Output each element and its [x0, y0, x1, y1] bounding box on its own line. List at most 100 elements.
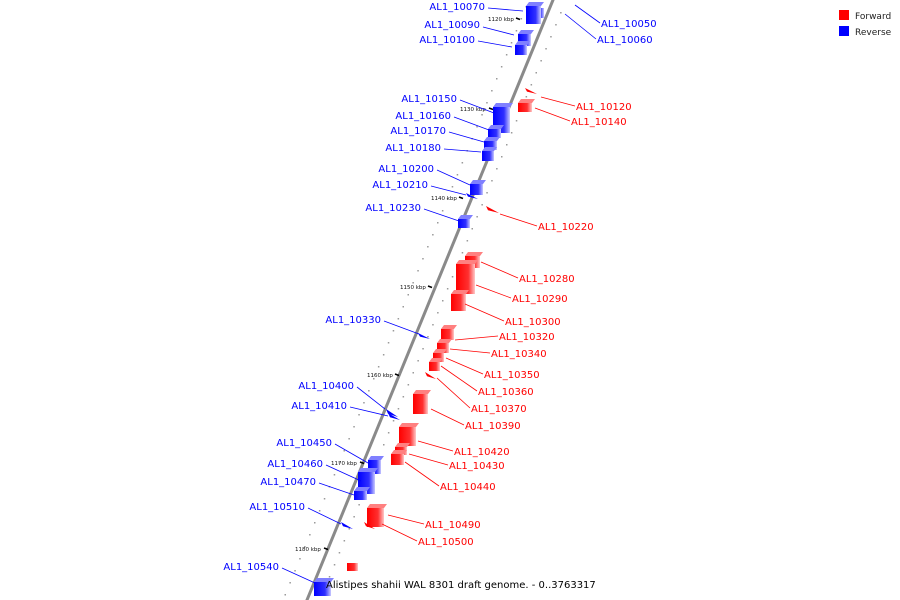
gene-al1-10470[interactable]: AL1_10470 — [260, 477, 370, 500]
gene-al1-10280[interactable]: AL1_10280 — [465, 252, 575, 285]
gene-al1-10350[interactable]: AL1_10350 — [433, 349, 540, 381]
gene-label[interactable]: AL1_10390 — [465, 421, 521, 432]
gene-leader-line — [325, 464, 362, 482]
gene-arrow — [486, 206, 499, 213]
gene-al1-10220[interactable]: AL1_10220 — [486, 206, 594, 233]
gene-label[interactable]: AL1_10370 — [471, 404, 527, 415]
gene-label[interactable]: AL1_10200 — [378, 164, 434, 175]
gene-top-face — [470, 180, 486, 184]
gene-top-face — [391, 450, 407, 454]
gene-arrow — [386, 409, 398, 417]
gene-al1-10360[interactable]: AL1_10360 — [429, 358, 534, 398]
gene-al1-10070[interactable]: AL1_10070 — [429, 2, 544, 24]
gene-top-face — [456, 260, 478, 264]
track-dot — [545, 48, 547, 50]
gene-label[interactable]: AL1_10280 — [519, 274, 575, 285]
gene-al1-10400[interactable]: AL1_10400 — [298, 381, 398, 417]
gene-label[interactable]: AL1_10360 — [478, 387, 534, 398]
gene-al1-10370[interactable]: AL1_10370 — [425, 372, 527, 415]
gene-al1-10050[interactable]: AL1_10050 — [534, 4, 657, 30]
gene-label[interactable]: AL1_10400 — [298, 381, 354, 392]
position-dots — [284, 6, 562, 596]
gene-label[interactable]: AL1_10470 — [260, 477, 316, 488]
gene-label[interactable]: AL1_10120 — [576, 102, 632, 113]
track-dot — [510, 132, 513, 134]
gene-al1-10420[interactable]: AL1_10420 — [399, 423, 510, 458]
gene-label[interactable]: AL1_10410 — [291, 401, 347, 412]
gene-label[interactable]: AL1_10500 — [418, 537, 474, 548]
gene-label[interactable]: AL1_10420 — [454, 447, 510, 458]
gene-al1-10300[interactable]: AL1_10300 — [451, 290, 561, 328]
gene-label[interactable]: AL1_10350 — [484, 370, 540, 381]
track-dot — [451, 276, 454, 278]
gene-label[interactable]: AL1_10540 — [223, 562, 279, 573]
gene-label[interactable]: AL1_10290 — [512, 294, 568, 305]
gene-al1-10410[interactable]: AL1_10410 — [291, 401, 400, 420]
gene-label[interactable]: AL1_10160 — [395, 111, 451, 122]
gene-label[interactable]: AL1_10170 — [390, 126, 446, 137]
gene-top-face — [441, 325, 457, 329]
gene-top-face — [358, 468, 378, 472]
gene-al1-10100[interactable]: AL1_10100 — [419, 35, 530, 55]
gene-al1-10290[interactable]: AL1_10290 — [456, 260, 568, 305]
gene-al1-10320[interactable]: AL1_10320 — [441, 325, 555, 343]
gene-label[interactable]: AL1_10210 — [372, 180, 428, 191]
gene-al1-10330[interactable]: AL1_10330 — [325, 315, 430, 339]
gene-al1-10200[interactable]: AL1_10200 — [378, 164, 486, 195]
track-dot — [432, 324, 434, 326]
gene-al1-10120[interactable]: AL1_10120 — [525, 88, 632, 113]
gene-label[interactable]: AL1_10340 — [491, 349, 547, 360]
gene-label[interactable]: AL1_10430 — [449, 461, 505, 472]
gene-al1-10150[interactable]: AL1_10150 — [401, 94, 513, 133]
gene-al1-10490[interactable]: AL1_10490 — [367, 504, 481, 531]
gene-al1-10440[interactable]: AL1_10440 — [391, 450, 496, 493]
gene-label[interactable]: AL1_10140 — [571, 117, 627, 128]
gene-label[interactable]: AL1_10090 — [424, 20, 480, 31]
gene-al1-10210[interactable]: AL1_10210 — [372, 180, 478, 199]
gene-al1-10500[interactable]: AL1_10500 — [364, 522, 474, 548]
gene-al1-10160[interactable]: AL1_10160 — [395, 111, 504, 138]
gene-al1-10390[interactable]: AL1_10390 — [413, 390, 521, 432]
gene-al1-10510[interactable]: AL1_10510 — [249, 502, 353, 529]
track-dot — [491, 180, 493, 182]
gene-leader-line — [436, 377, 471, 409]
track-dot — [515, 30, 518, 32]
gene-label[interactable]: AL1_10150 — [401, 94, 457, 105]
gene-label[interactable]: AL1_10230 — [365, 203, 421, 214]
gene-al1-10540[interactable]: AL1_10540 — [223, 562, 334, 596]
gene-label[interactable]: AL1_10060 — [597, 35, 653, 46]
gene-label[interactable]: AL1_10440 — [440, 482, 496, 493]
track-dot — [284, 594, 286, 596]
track-dot — [437, 222, 439, 224]
scale-tick-label: 1170 kbp — [331, 461, 357, 467]
gene-label[interactable]: AL1_10220 — [538, 222, 594, 233]
gene-top-face — [515, 41, 530, 45]
gene-al1-10230[interactable]: AL1_10230 — [365, 203, 473, 228]
gene-label[interactable]: AL1_10510 — [249, 502, 305, 513]
gene-al1-10170[interactable]: AL1_10170 — [390, 126, 500, 150]
track-dot — [446, 198, 449, 200]
gene-al1-10180[interactable]: AL1_10180 — [385, 143, 497, 161]
track-dot — [486, 102, 488, 104]
gene-arrow — [466, 193, 478, 199]
gene-label[interactable]: AL1_10330 — [325, 315, 381, 326]
gene-leader-line — [445, 357, 484, 375]
gene-label[interactable]: AL1_10100 — [419, 35, 475, 46]
gene-top-face — [433, 349, 447, 353]
gene-label[interactable]: AL1_10070 — [429, 2, 485, 13]
gene-label[interactable]: AL1_10450 — [276, 438, 332, 449]
gene-al1-10340[interactable]: AL1_10340 — [437, 339, 547, 360]
gene-leader-line — [430, 185, 467, 196]
gene-label[interactable]: AL1_10460 — [267, 459, 323, 470]
gene-label[interactable]: AL1_10320 — [499, 332, 555, 343]
gene-label[interactable]: AL1_10300 — [505, 317, 561, 328]
gene-leader-line — [480, 261, 519, 279]
gene-label[interactable]: AL1_10490 — [425, 520, 481, 531]
track-dot — [402, 306, 404, 308]
gene-label[interactable]: AL1_10050 — [601, 19, 657, 30]
gene-body — [518, 103, 532, 112]
gene-label[interactable]: AL1_10180 — [385, 143, 441, 154]
legend-forward-label: Forward — [855, 12, 891, 22]
gene-al1-10140[interactable]: AL1_10140 — [518, 99, 627, 128]
track-dot — [373, 378, 375, 380]
